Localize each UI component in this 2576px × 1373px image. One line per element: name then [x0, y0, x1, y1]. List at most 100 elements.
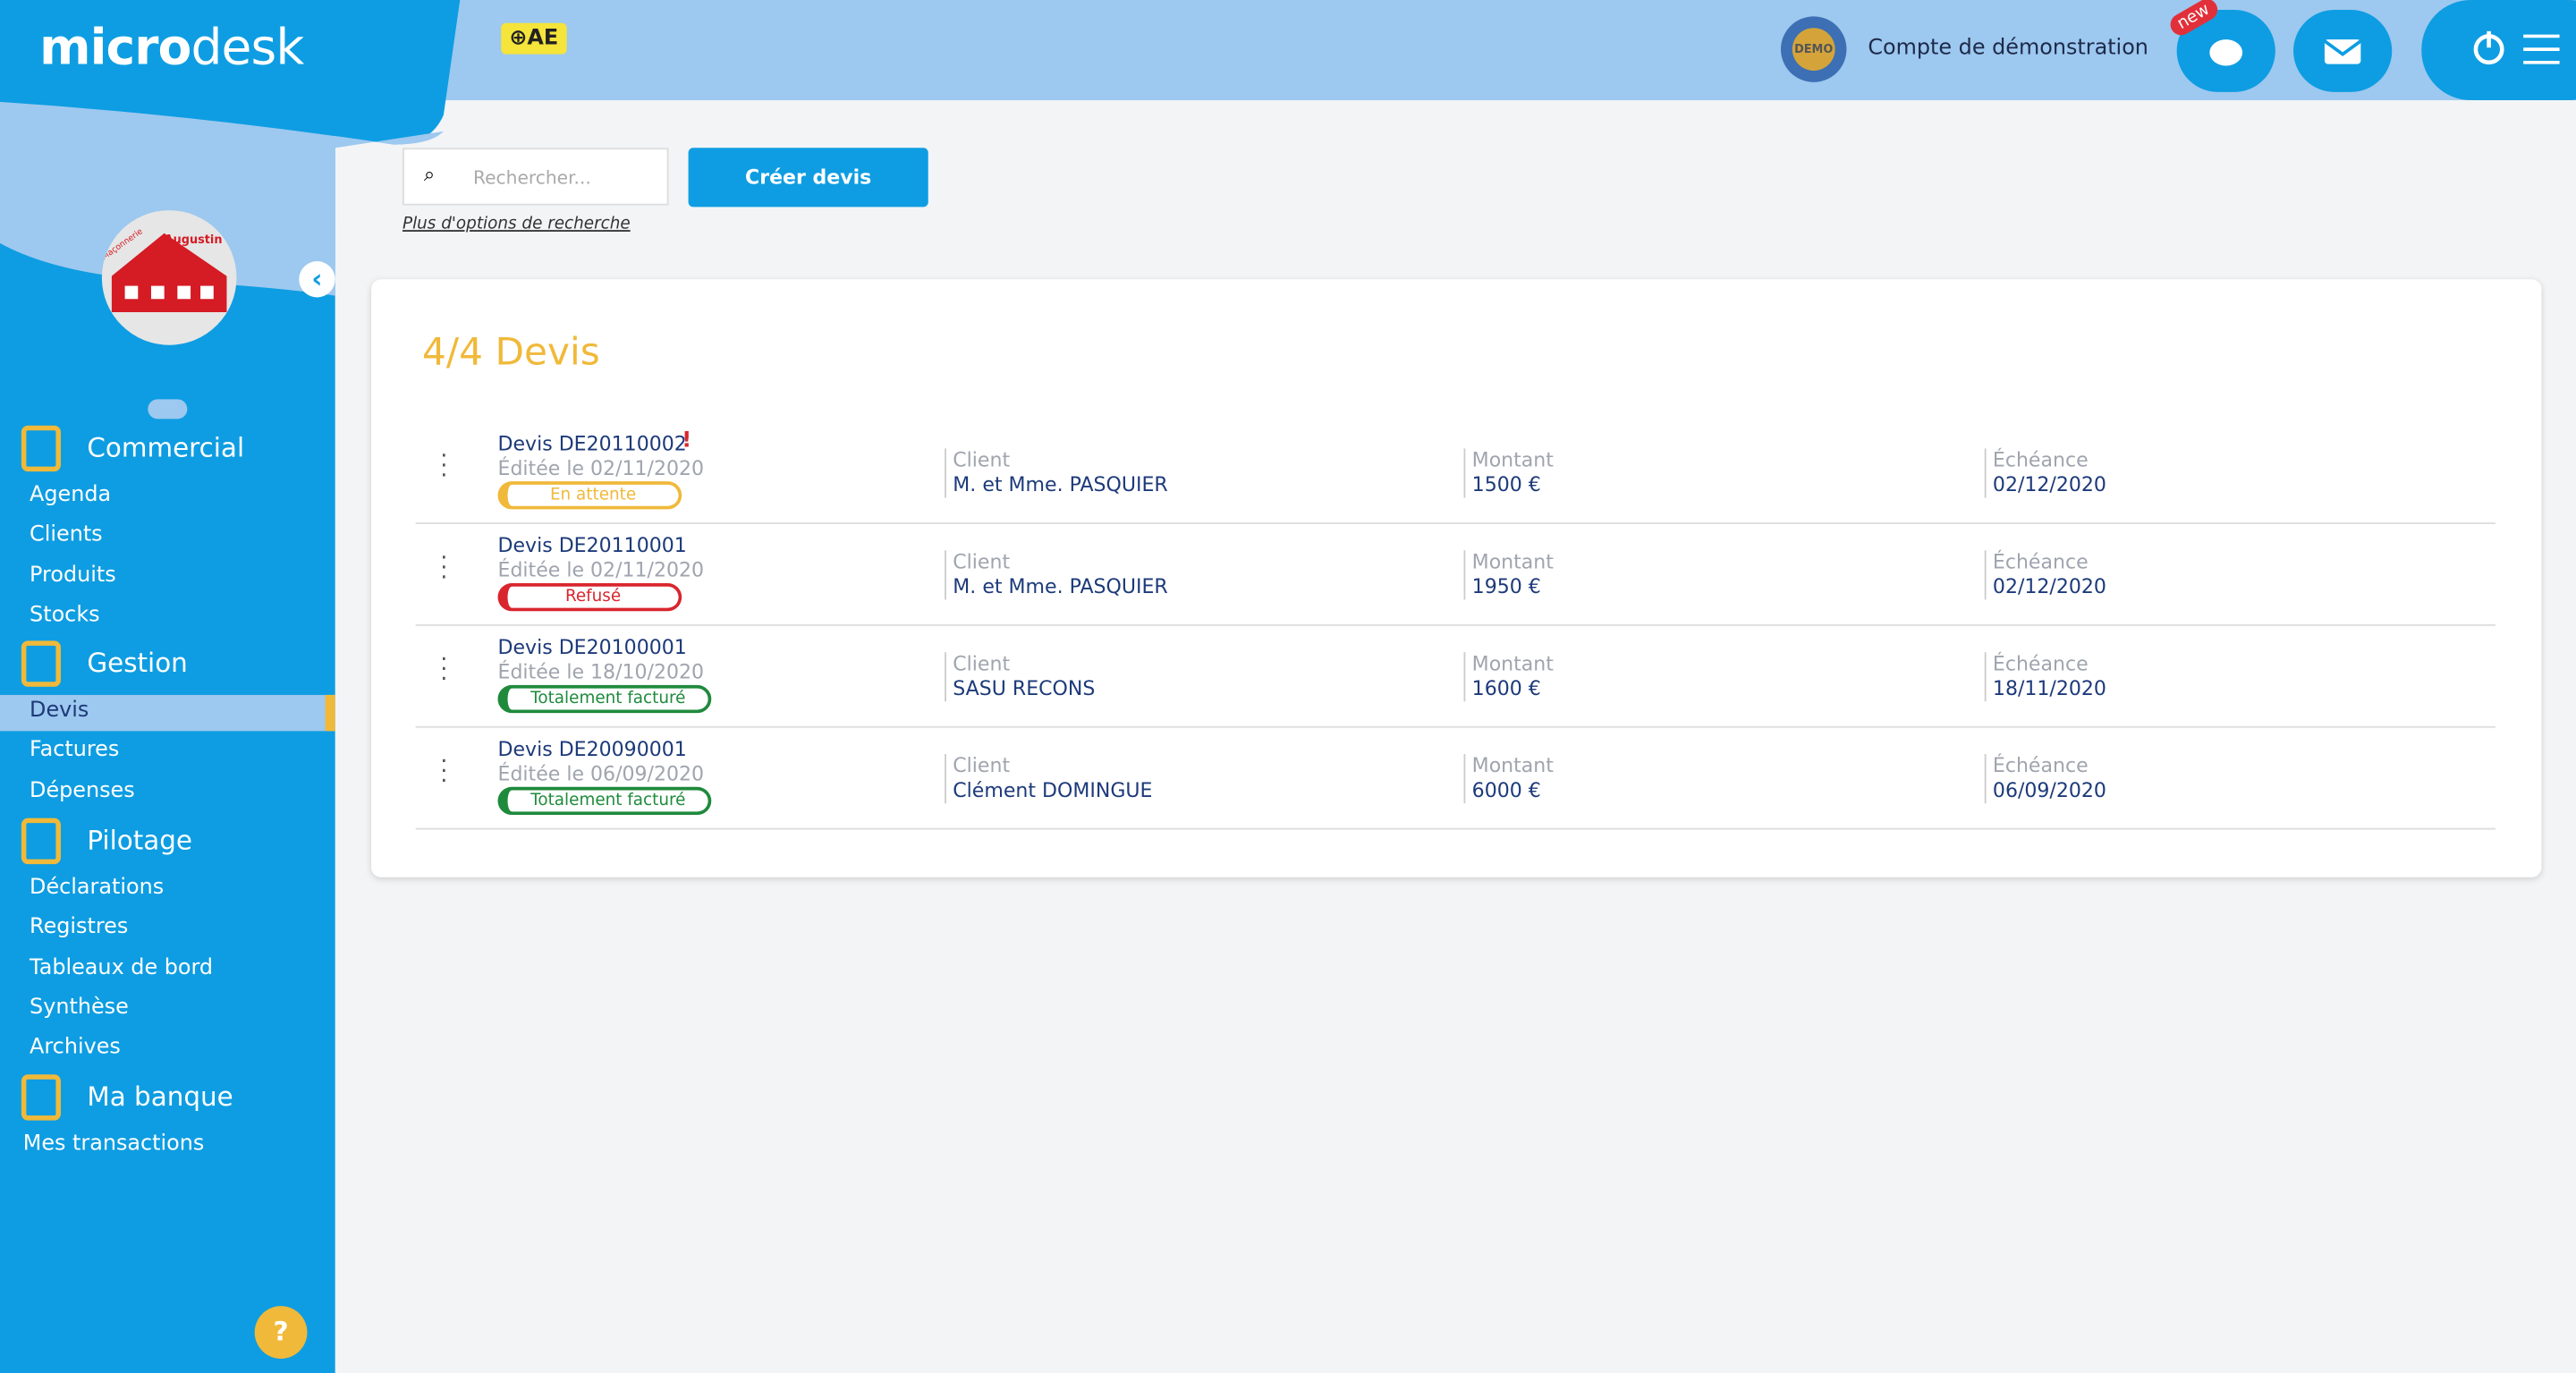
- logo: microdesk: [39, 20, 304, 78]
- nav-item[interactable]: Dépenses: [30, 777, 135, 803]
- logo-light: desk: [191, 20, 304, 78]
- col-label: Client: [953, 448, 1011, 472]
- quote-number[interactable]: Devis DE20100001: [497, 635, 687, 659]
- nav-item[interactable]: Registres: [30, 915, 129, 941]
- search-icon: ⌕: [423, 162, 436, 186]
- help-button[interactable]: ?: [254, 1306, 308, 1359]
- account-name[interactable]: Compte de démonstration: [1868, 36, 2148, 61]
- row-menu[interactable]: · · ·: [440, 545, 448, 592]
- house: [111, 233, 227, 312]
- col-label: Échéance: [1992, 754, 2089, 777]
- nav-item[interactable]: Mes transactions: [22, 1131, 205, 1157]
- col-value: 1500 €: [1471, 472, 1541, 496]
- list-title: 4/4 Devis: [422, 332, 600, 375]
- row-menu[interactable]: · · ·: [440, 443, 448, 490]
- col-divider: [1463, 448, 1466, 498]
- section-title[interactable]: Pilotage: [87, 825, 193, 856]
- section-title[interactable]: Commercial: [87, 432, 245, 463]
- power-settings[interactable]: [2421, 0, 2576, 101]
- mail-button[interactable]: [2293, 10, 2393, 92]
- col-divider: [1463, 652, 1466, 702]
- alert-flag: !: [682, 428, 692, 453]
- row-separator: [415, 623, 2496, 626]
- col-label: Client: [953, 754, 1011, 777]
- nav-item[interactable]: Produits: [30, 563, 116, 588]
- nav-item[interactable]: Factures: [30, 738, 120, 763]
- demo-avatar: DEMO: [1780, 16, 1847, 82]
- logo-top-text: Augustin: [164, 233, 223, 247]
- quote-number[interactable]: Devis DE20110001: [497, 533, 687, 557]
- create-button[interactable]: Créer devis: [688, 148, 928, 208]
- col-value: 6000 €: [1471, 778, 1541, 802]
- status-pill: En attente: [497, 481, 682, 510]
- section-icon: [21, 1074, 61, 1121]
- col-label: Échéance: [1992, 448, 2089, 472]
- col-label: Client: [953, 652, 1011, 675]
- nav-item[interactable]: Archives: [30, 1035, 121, 1061]
- nav-item[interactable]: Agenda: [30, 482, 112, 508]
- section-title[interactable]: Gestion: [87, 647, 188, 679]
- col-divider: [945, 652, 946, 702]
- row-menu[interactable]: · · ·: [440, 647, 448, 694]
- col-label: Client: [953, 550, 1011, 574]
- col-value: 02/12/2020: [1992, 574, 2106, 598]
- section-icon: [21, 640, 61, 687]
- active-highlight: [0, 694, 335, 732]
- row-separator: [415, 827, 2496, 830]
- col-label: Montant: [1471, 652, 1554, 675]
- col-value: 1600 €: [1471, 676, 1541, 700]
- nav-item[interactable]: Déclarations: [30, 875, 165, 901]
- col-divider: [1984, 550, 1987, 600]
- col-value: M. et Mme. PASQUIER: [953, 574, 1168, 598]
- more-options-link[interactable]: Plus d'options de recherche: [402, 215, 631, 233]
- collapse-button[interactable]: ‹: [299, 261, 335, 298]
- piggy-icon: [2209, 39, 2243, 66]
- col-divider: [1984, 754, 1987, 804]
- toggle[interactable]: [148, 399, 188, 420]
- col-divider: [945, 448, 946, 498]
- nav-item[interactable]: Stocks: [30, 602, 100, 628]
- edited-date: Éditée le 06/09/2020: [497, 762, 705, 785]
- company-logo: Augustin Maçonnerie: [101, 210, 237, 345]
- ae-badge[interactable]: ⊕AE: [501, 22, 567, 55]
- col-divider: [1984, 448, 1987, 498]
- edited-date: Éditée le 18/10/2020: [497, 660, 705, 684]
- section-title[interactable]: Ma banque: [87, 1081, 233, 1113]
- section-icon: [21, 425, 61, 472]
- quote-number[interactable]: Devis DE20090001: [497, 737, 687, 761]
- row-menu[interactable]: · · ·: [440, 749, 448, 795]
- demo-text: DEMO: [1792, 28, 1835, 71]
- nav-item[interactable]: Clients: [30, 522, 103, 548]
- col-label: Échéance: [1992, 550, 2089, 574]
- col-label: Montant: [1471, 754, 1554, 777]
- nav-item[interactable]: Tableaux de bord: [30, 955, 214, 980]
- col-value: M. et Mme. PASQUIER: [953, 472, 1168, 496]
- section-icon: [21, 818, 61, 865]
- bank-button[interactable]: [2176, 10, 2275, 92]
- col-label: Montant: [1471, 448, 1554, 472]
- col-value: SASU RECONS: [953, 676, 1096, 700]
- col-divider: [945, 754, 946, 804]
- status-pill: Totalement facturé: [497, 786, 712, 816]
- quote-number[interactable]: Devis DE20110002: [497, 432, 687, 455]
- nav-item[interactable]: Devis: [30, 698, 89, 724]
- search-box[interactable]: ⌕ Rechercher...: [402, 148, 669, 206]
- col-label: Montant: [1471, 550, 1554, 574]
- col-label: Échéance: [1992, 652, 2089, 675]
- col-value: Clément DOMINGUE: [953, 778, 1153, 802]
- quote-card: 4/4 Devis · · · Devis DE20110002! Éditée le …: [371, 279, 2542, 877]
- edited-date: Éditée le 02/11/2020: [497, 558, 705, 582]
- col-divider: [1984, 652, 1987, 702]
- col-value: 02/12/2020: [1992, 472, 2106, 496]
- col-value: 1950 €: [1471, 574, 1541, 598]
- status-pill: Totalement facturé: [497, 684, 712, 714]
- col-divider: [1463, 754, 1466, 804]
- col-value: 06/09/2020: [1992, 778, 2106, 802]
- status-pill: Refusé: [497, 583, 682, 612]
- col-value: 18/11/2020: [1992, 676, 2106, 700]
- nav-item[interactable]: Synthèse: [30, 995, 129, 1021]
- col-divider: [945, 550, 946, 600]
- mail-icon: [2323, 39, 2362, 64]
